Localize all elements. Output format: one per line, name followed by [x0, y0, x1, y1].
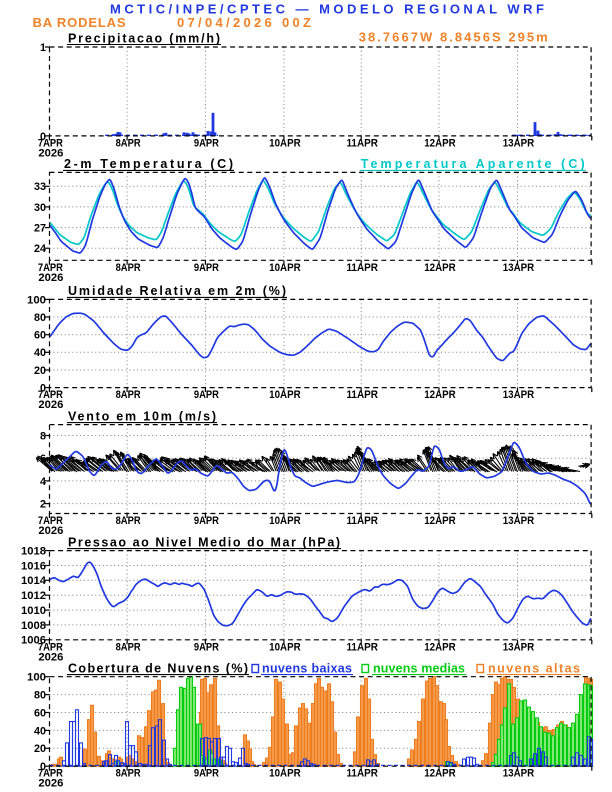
- svg-text:1: 1: [40, 42, 46, 54]
- svg-text:7APR: 7APR: [38, 768, 63, 780]
- svg-text:0: 0: [40, 761, 46, 773]
- svg-text:11APR: 11APR: [346, 515, 378, 527]
- svg-text:11APR: 11APR: [346, 137, 378, 149]
- svg-text:7APR: 7APR: [38, 515, 63, 527]
- svg-text:7APR: 7APR: [38, 641, 63, 653]
- svg-text:Umidade Relativa em 2m (%): Umidade Relativa em 2m (%): [68, 284, 286, 298]
- svg-text:80: 80: [34, 690, 46, 702]
- svg-text:2: 2: [40, 499, 46, 511]
- svg-text:24: 24: [34, 243, 47, 255]
- svg-text:8APR: 8APR: [116, 137, 141, 149]
- svg-text:Cobertura de Nuvens (%): Cobertura de Nuvens (%): [68, 661, 248, 675]
- svg-text:1014: 1014: [21, 575, 47, 587]
- svg-text:27: 27: [34, 222, 46, 234]
- svg-text:8APR: 8APR: [116, 389, 141, 401]
- svg-text:2026: 2026: [38, 651, 63, 663]
- svg-text:7APR: 7APR: [38, 137, 63, 149]
- svg-text:2026: 2026: [38, 399, 63, 411]
- svg-text:12APR: 12APR: [424, 641, 456, 653]
- svg-text:2026: 2026: [38, 525, 63, 537]
- svg-text:40: 40: [34, 347, 46, 359]
- svg-text:60: 60: [34, 707, 46, 719]
- svg-text:8APR: 8APR: [116, 641, 141, 653]
- svg-text:10APR: 10APR: [269, 515, 301, 527]
- svg-text:1018: 1018: [21, 546, 46, 558]
- svg-text:20: 20: [34, 743, 46, 755]
- svg-text:13APR: 13APR: [503, 641, 535, 653]
- svg-text:13APR: 13APR: [503, 768, 535, 780]
- svg-text:20: 20: [34, 365, 46, 377]
- svg-text:2026: 2026: [38, 272, 63, 284]
- svg-text:nuvens baixas: nuvens baixas: [262, 661, 352, 675]
- svg-text:12APR: 12APR: [424, 768, 456, 780]
- svg-text:07/04/2026 00Z: 07/04/2026 00Z: [177, 15, 311, 30]
- svg-text:6: 6: [40, 453, 46, 465]
- svg-text:12APR: 12APR: [424, 262, 456, 274]
- svg-text:12APR: 12APR: [424, 137, 456, 149]
- svg-text:BA RODELAS: BA RODELAS: [33, 15, 126, 30]
- svg-text:100: 100: [27, 294, 46, 306]
- svg-text:11APR: 11APR: [346, 768, 378, 780]
- svg-text:9APR: 9APR: [194, 389, 219, 401]
- svg-text:33: 33: [34, 181, 46, 193]
- svg-text:12APR: 12APR: [424, 389, 456, 401]
- svg-text:7APR: 7APR: [38, 389, 63, 401]
- svg-text:nuvens medias: nuvens medias: [373, 661, 465, 675]
- svg-text:9APR: 9APR: [194, 515, 219, 527]
- svg-text:10APR: 10APR: [269, 137, 301, 149]
- svg-text:1008: 1008: [21, 620, 46, 632]
- svg-text:Precipitacao (mm/h): Precipitacao (mm/h): [68, 31, 220, 45]
- svg-text:8: 8: [40, 430, 46, 442]
- svg-text:Pressao ao Nivel Medio do Mar: Pressao ao Nivel Medio do Mar (hPa): [68, 535, 340, 549]
- svg-text:11APR: 11APR: [346, 389, 378, 401]
- svg-text:2026: 2026: [38, 778, 63, 790]
- svg-text:13APR: 13APR: [503, 262, 535, 274]
- svg-text:0: 0: [40, 131, 46, 143]
- svg-text:MCTIC/INPE/CPTEC — MODELO REGI: MCTIC/INPE/CPTEC — MODELO REGIONAL WRF: [110, 2, 544, 17]
- svg-text:7APR: 7APR: [38, 262, 63, 274]
- svg-text:11APR: 11APR: [346, 262, 378, 274]
- svg-text:10APR: 10APR: [269, 641, 301, 653]
- svg-text:9APR: 9APR: [194, 262, 219, 274]
- svg-text:1010: 1010: [21, 605, 46, 617]
- svg-text:8APR: 8APR: [116, 768, 141, 780]
- svg-text:13APR: 13APR: [503, 515, 535, 527]
- svg-text:11APR: 11APR: [346, 641, 378, 653]
- svg-text:10APR: 10APR: [269, 389, 301, 401]
- svg-text:8APR: 8APR: [116, 515, 141, 527]
- svg-text:100: 100: [27, 672, 46, 684]
- svg-text:9APR: 9APR: [194, 137, 219, 149]
- svg-text:13APR: 13APR: [503, 137, 535, 149]
- svg-text:0: 0: [40, 383, 46, 395]
- svg-text:80: 80: [34, 312, 46, 324]
- svg-text:40: 40: [34, 725, 46, 737]
- svg-text:12APR: 12APR: [424, 515, 456, 527]
- svg-text:nuvens altas: nuvens altas: [488, 661, 580, 675]
- svg-text:1006: 1006: [21, 635, 46, 647]
- svg-text:9APR: 9APR: [194, 768, 219, 780]
- svg-text:60: 60: [34, 330, 46, 342]
- svg-text:13APR: 13APR: [503, 389, 535, 401]
- svg-text:2026: 2026: [38, 147, 63, 159]
- svg-text:10APR: 10APR: [269, 768, 301, 780]
- svg-text:4: 4: [40, 476, 47, 488]
- svg-text:8APR: 8APR: [116, 262, 141, 274]
- svg-text:1012: 1012: [21, 590, 46, 602]
- svg-text:1016: 1016: [21, 560, 46, 572]
- svg-text:9APR: 9APR: [194, 641, 219, 653]
- svg-text:30: 30: [34, 202, 46, 214]
- svg-text:2-m Temperatura (C): 2-m Temperatura (C): [64, 157, 233, 171]
- svg-text:10APR: 10APR: [269, 262, 301, 274]
